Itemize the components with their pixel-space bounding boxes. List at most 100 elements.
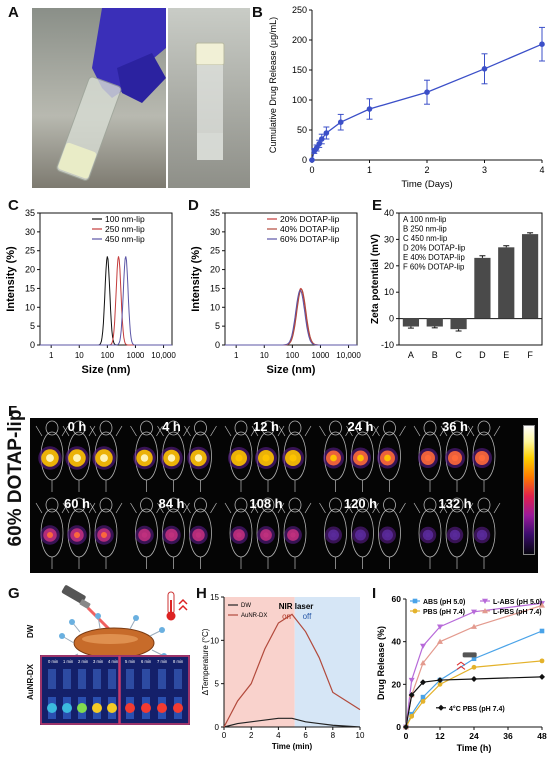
mouse-head (356, 497, 369, 513)
mouse-limb (345, 425, 352, 437)
vial-aunr-heat (92, 703, 102, 713)
mouse-head (45, 420, 59, 436)
x-tick-label: 1000 (127, 351, 145, 360)
mouse-limb (345, 502, 352, 514)
data-point (420, 643, 426, 649)
time-label: 84 h (158, 496, 185, 511)
glow-core (195, 532, 202, 538)
legend-label: B 250 nm-lip (403, 225, 447, 234)
data-point (437, 681, 443, 687)
mouse-limb (439, 425, 447, 437)
data-point (437, 677, 443, 684)
mouse-limb (184, 502, 191, 514)
mouse-head (72, 497, 86, 513)
mouse-head (72, 420, 86, 436)
series-line (223, 717, 361, 728)
legend-label: ABS (pH 5.0) (423, 599, 465, 606)
glow-core (452, 532, 458, 538)
mouse-limb (413, 502, 421, 514)
mouse-head (450, 497, 464, 513)
mouse-limb (399, 425, 406, 437)
plot-frame (398, 212, 543, 346)
legend-label: 40% DOTAP-lip (280, 224, 340, 234)
time-label: 36 h (441, 419, 468, 434)
y-tick-label: 40 (384, 208, 394, 218)
vial-photo-right (168, 8, 250, 188)
mouse-limb (440, 502, 448, 514)
y-tick-label: 30 (210, 227, 220, 237)
y-tick-label: 60 (392, 594, 402, 604)
y-axis-label: Cumulative Drug Release (μg/mL) (268, 17, 278, 153)
chart-b-drug-release: 0 1 2 3 4 0 50 100 150 200 250 Time (Days) Cumulativ… (268, 5, 545, 190)
mouse-limb (319, 425, 326, 437)
vial-aunr-heat (107, 703, 117, 713)
mouse-limb (62, 502, 70, 514)
data-point (366, 106, 373, 112)
panel-label-b: B (252, 4, 263, 21)
data-point (309, 157, 315, 163)
vial-dw (63, 669, 71, 689)
glow-core (46, 454, 54, 462)
mouse-head (383, 420, 396, 436)
y-tick-label: 250 (292, 5, 307, 15)
x-axis-label: Time (Days) (401, 179, 452, 190)
series-line (225, 287, 357, 346)
y-tick-label: -10 (381, 340, 394, 350)
x-tick-label: 1000 (312, 351, 330, 360)
time-label: 4 h (162, 419, 181, 434)
vial-aunr-heat (77, 703, 87, 713)
y-axis-label: Intensity (%) (5, 246, 17, 312)
mouse-limb (278, 425, 286, 437)
laser-pointer-icon (462, 652, 477, 658)
vial-dw (174, 669, 182, 689)
mouse-limb (304, 425, 312, 437)
mouse-head (194, 497, 207, 513)
x-tick-label: 6 (303, 731, 308, 740)
x-tick-label: 1 (49, 351, 54, 360)
mouse-limb (413, 425, 421, 437)
panel-label-g: G (8, 585, 20, 602)
legend-label: PBS (pH 7.4) (423, 609, 465, 616)
glow-core (263, 532, 269, 538)
y-axis-label: Zeta potential (mV) (370, 234, 381, 324)
glow-core (73, 454, 81, 462)
vial-dw (48, 669, 56, 689)
thermal-time: 4 min (108, 659, 119, 664)
y-tick-label: 35 (25, 208, 35, 218)
data-point (539, 673, 545, 680)
data-point (420, 660, 426, 666)
mouse-limb (157, 502, 164, 514)
x-tick-label: 2 (249, 731, 254, 740)
mouse-limb (156, 502, 163, 514)
legend-label: C 450 nm-lip (403, 234, 448, 243)
x-tick-label: 100 (101, 351, 115, 360)
data-point (471, 676, 477, 682)
x-tick-label: 0 (222, 731, 227, 740)
legend-label: DW (241, 603, 251, 609)
data-point (408, 692, 415, 698)
x-tick-label: 100 (286, 351, 300, 360)
thermal-time: 5 min (125, 659, 136, 664)
y-tick-label: 35 (210, 208, 220, 218)
y-tick-label: 5 (215, 321, 220, 331)
x-tick-label: 3 (482, 165, 487, 175)
vial-aunr-heat (47, 703, 57, 713)
mouse-limb (373, 425, 380, 437)
y-tick-label: 0 (396, 722, 401, 732)
legend-label: 100 nm-lip (105, 214, 145, 224)
legend-label: 60% DOTAP-lip (280, 234, 340, 244)
glow-core (385, 532, 390, 538)
x-axis-label: Time (h) (457, 743, 492, 753)
x-tick-label: 10 (260, 351, 269, 360)
x-axis-label: Time (min) (272, 742, 313, 751)
mouse-head (288, 497, 302, 513)
mouse-limb (61, 425, 69, 437)
data-point (539, 602, 545, 608)
y-tick-label: 5 (215, 680, 220, 689)
bar (450, 318, 467, 330)
glow-core (290, 532, 296, 538)
y-tick-label: 10 (384, 287, 394, 297)
series-line (40, 256, 172, 346)
x-tick-label: 10,000 (151, 351, 176, 360)
mouse-limb (156, 425, 163, 437)
